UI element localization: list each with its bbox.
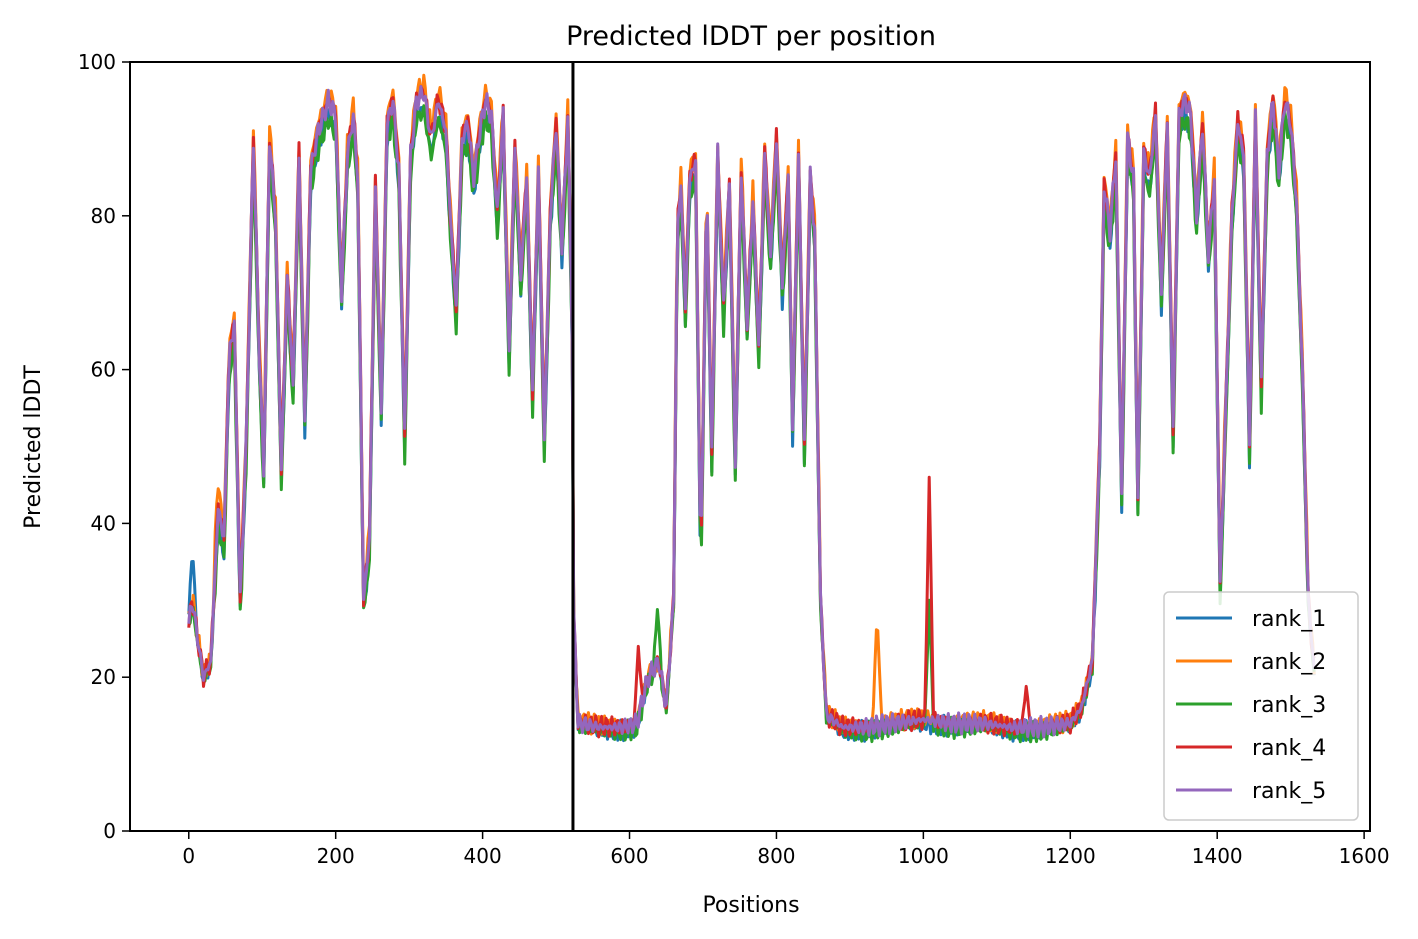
x-tick-label: 400 bbox=[464, 844, 502, 868]
legend-label-rank_2: rank_2 bbox=[1252, 650, 1326, 675]
y-axis-ticks: 0 20 40 60 80 100 bbox=[78, 50, 130, 843]
x-tick-label: 1000 bbox=[898, 844, 949, 868]
x-axis-ticks: 0 200 400 600 800 1000 1200 1400 1600 bbox=[182, 831, 1390, 868]
y-axis-title: Predicted lDDT bbox=[21, 365, 46, 529]
y-tick-label: 40 bbox=[91, 511, 116, 535]
legend-label-rank_1: rank_1 bbox=[1252, 607, 1326, 632]
series-line-rank_5 bbox=[187, 85, 1316, 739]
x-tick-label: 800 bbox=[757, 844, 795, 868]
x-tick-label: 1600 bbox=[1339, 844, 1390, 868]
plot-area bbox=[187, 73, 1316, 744]
x-tick-label: 0 bbox=[182, 844, 195, 868]
chart-title: Predicted lDDT per position bbox=[566, 21, 936, 52]
legend-label-rank_4: rank_4 bbox=[1252, 736, 1326, 761]
x-tick-label: 1200 bbox=[1045, 844, 1096, 868]
legend-box bbox=[1163, 591, 1359, 821]
legend-label-rank_5: rank_5 bbox=[1252, 779, 1326, 804]
legend: rank_1 rank_2 rank_3 rank_4 rank_5 bbox=[1163, 591, 1359, 821]
y-tick-label: 100 bbox=[78, 50, 116, 74]
x-tick-label: 200 bbox=[317, 844, 355, 868]
x-axis-title: Positions bbox=[702, 893, 799, 918]
x-tick-label: 1400 bbox=[1192, 844, 1243, 868]
y-tick-label: 20 bbox=[91, 665, 116, 689]
plot-frame bbox=[129, 61, 1371, 832]
y-tick-label: 0 bbox=[103, 819, 116, 843]
legend-label-rank_3: rank_3 bbox=[1252, 693, 1326, 718]
x-tick-label: 600 bbox=[610, 844, 648, 868]
y-tick-label: 80 bbox=[91, 204, 116, 228]
y-tick-label: 60 bbox=[91, 358, 116, 382]
